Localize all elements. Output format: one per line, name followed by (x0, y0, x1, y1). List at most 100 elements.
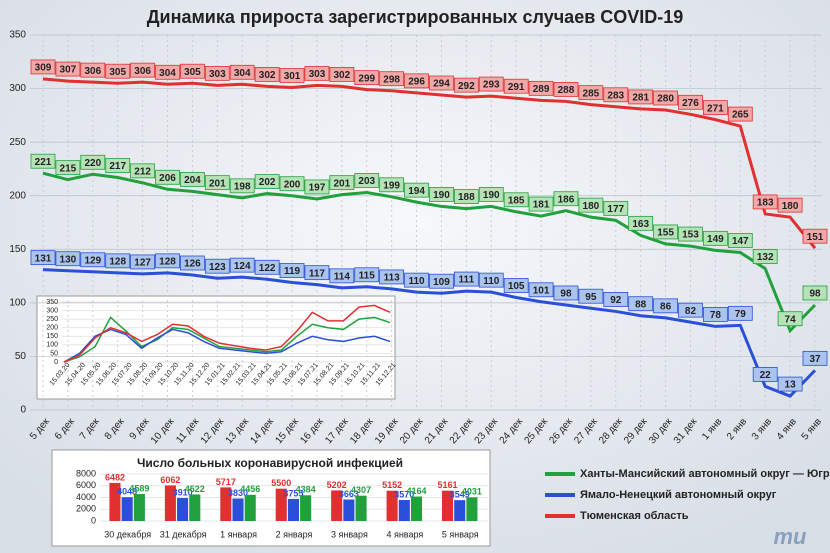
value-label: 289 (533, 84, 550, 95)
value-label-box (503, 278, 529, 293)
value-label: 129 (84, 255, 101, 266)
value-label: 113 (384, 273, 401, 284)
value-label-box (180, 63, 205, 79)
bar (466, 497, 478, 521)
value-label-box (553, 191, 579, 207)
value-label: 298 (383, 74, 400, 85)
bar (232, 498, 244, 521)
y-tick-label: 6000 (76, 480, 96, 490)
value-label-box (155, 169, 180, 185)
value-label: 3570 (394, 489, 414, 499)
value-label-box (204, 258, 230, 274)
value-label-box (180, 255, 205, 271)
value-label: 305 (109, 67, 126, 78)
x-tick-label: 31 декабря (160, 529, 207, 539)
value-label: 124 (234, 261, 251, 272)
value-label: 285 (583, 88, 600, 99)
value-label-box (80, 252, 106, 268)
value-label: 4522 (185, 484, 205, 494)
value-label: 131 (35, 253, 52, 264)
value-label-box (279, 68, 305, 83)
value-label-box (478, 76, 504, 92)
value-label-box (478, 187, 504, 202)
value-label: 6482 (105, 472, 125, 482)
value-label: 98 (560, 289, 572, 300)
value-label: 291 (508, 82, 525, 93)
value-label: 98 (809, 289, 821, 300)
y-tick-label: 0 (20, 405, 26, 416)
value-label: 115 (359, 270, 376, 281)
value-label: 294 (433, 79, 450, 90)
y-tick-label: 250 (9, 137, 26, 148)
value-label: 204 (184, 175, 201, 186)
bar (410, 496, 423, 521)
value-label: 149 (707, 234, 724, 245)
legend-label: Ханты-Мансийский автономный округ — Югра (580, 468, 830, 480)
bar (244, 494, 256, 521)
value-label: 186 (558, 194, 575, 205)
value-label: 127 (134, 258, 151, 269)
value-label-box (130, 254, 156, 270)
value-label: 128 (109, 256, 126, 267)
value-label: 265 (732, 110, 749, 121)
value-label: 293 (483, 80, 500, 91)
value-label-box (155, 253, 180, 269)
y-tick-label: 0 (91, 515, 96, 525)
value-label: 4456 (240, 484, 260, 494)
x-tick-label: 30 декабря (104, 529, 151, 539)
y-tick-label: 300 (9, 83, 26, 94)
x-tick-label: 1 января (220, 529, 257, 539)
value-label-box (702, 230, 728, 246)
value-label-box (30, 250, 56, 266)
value-label-box (777, 197, 803, 213)
value-label: 276 (682, 98, 699, 109)
y-tick-label: 350 (46, 299, 58, 306)
value-label-box (80, 62, 106, 78)
bar (220, 487, 232, 521)
bar (386, 490, 398, 521)
value-label-box (204, 65, 230, 81)
value-label: 199 (383, 180, 400, 191)
value-label: 155 (657, 228, 674, 239)
value-label-box (777, 311, 803, 327)
value-label: 5717 (216, 477, 236, 487)
value-label: 292 (458, 81, 475, 92)
y-tick-label: 8000 (76, 468, 96, 478)
value-label: 4164 (406, 486, 426, 496)
bar (109, 482, 121, 521)
value-label: 3549 (450, 490, 470, 500)
value-label-box (429, 273, 454, 289)
value-label: 5500 (271, 478, 291, 488)
value-label-box (30, 59, 56, 75)
value-label: 283 (607, 90, 624, 101)
value-label-box (304, 65, 330, 81)
bar (133, 494, 145, 521)
value-label: 122 (259, 263, 276, 274)
value-label: 5152 (382, 480, 402, 490)
value-label-box (304, 179, 330, 195)
value-label: 203 (358, 176, 375, 187)
value-label: 302 (259, 70, 276, 81)
value-label: 188 (458, 192, 475, 203)
value-label: 302 (333, 70, 350, 81)
value-label: 101 (533, 285, 550, 296)
value-label-box (702, 100, 728, 116)
value-label: 4589 (129, 483, 149, 493)
bar (287, 498, 299, 521)
value-label-box (155, 64, 180, 80)
value-label: 111 (459, 275, 475, 286)
value-label: 309 (35, 63, 52, 74)
value-label-box (653, 298, 678, 314)
value-label: 221 (35, 157, 52, 168)
value-label: 105 (508, 281, 525, 292)
value-label-box (802, 228, 828, 244)
value-label: 37 (809, 354, 821, 365)
y-tick-label: 50 (15, 351, 27, 362)
value-label: 130 (60, 254, 77, 265)
value-label: 202 (259, 177, 276, 188)
y-tick-label: 250 (46, 316, 58, 323)
value-label-box (30, 153, 56, 169)
y-tick-label: 4000 (76, 492, 96, 502)
value-label-box (727, 233, 753, 248)
value-label-box (379, 177, 405, 193)
